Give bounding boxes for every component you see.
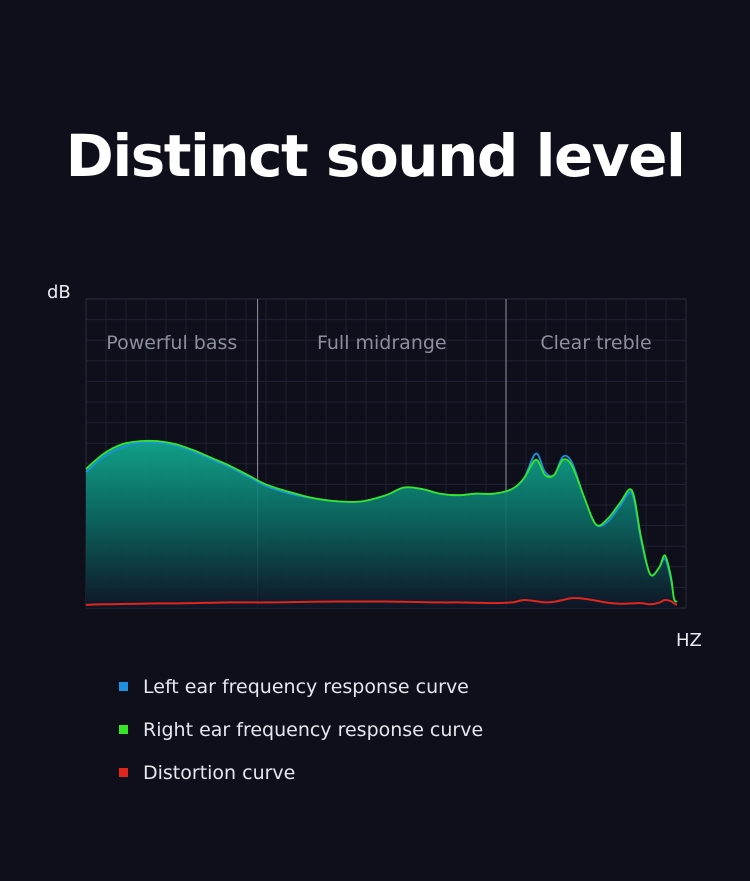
legend-item-left-ear: Left ear frequency response curve xyxy=(119,665,483,708)
series-line-right-ear xyxy=(85,439,678,603)
region-label: Powerful bass xyxy=(106,332,237,354)
page-title: Distinct sound level xyxy=(65,122,686,190)
y-axis-label: dB xyxy=(47,282,71,303)
legend-swatch-left-ear xyxy=(119,682,128,691)
response-area-fill xyxy=(86,440,677,608)
region-label: Clear treble xyxy=(540,332,651,354)
legend-label-left-ear: Left ear frequency response curve xyxy=(143,675,469,698)
chart-marks xyxy=(85,439,678,608)
chart-legend: Left ear frequency response curve Right … xyxy=(119,665,483,794)
x-axis-label: HZ xyxy=(676,630,702,651)
legend-item-distortion: Distortion curve xyxy=(119,751,483,794)
chart-regions: Powerful bass Full midrange Clear treble xyxy=(106,299,652,608)
legend-label-right-ear: Right ear frequency response curve xyxy=(143,718,484,741)
region-label: Full midrange xyxy=(317,332,447,354)
series-line-distortion xyxy=(85,597,678,606)
legend-label-distortion: Distortion curve xyxy=(143,761,296,784)
legend-swatch-distortion xyxy=(119,768,128,777)
legend-swatch-right-ear xyxy=(119,725,128,734)
legend-item-right-ear: Right ear frequency response curve xyxy=(119,708,483,751)
